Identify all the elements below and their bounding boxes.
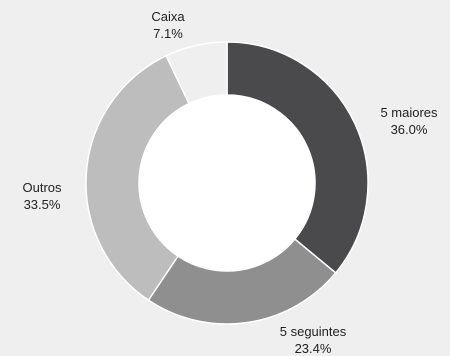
donut-slices xyxy=(85,41,369,325)
value-caixa: 7.1% xyxy=(153,26,183,41)
value-5-seguintes: 23.4% xyxy=(295,341,332,356)
donut-hole xyxy=(139,95,315,271)
label-outros: Outros xyxy=(22,180,62,195)
value-outros: 33.5% xyxy=(24,197,61,212)
label-5-seguintes: 5 seguintes xyxy=(280,324,347,339)
value-5-maiores: 36.0% xyxy=(391,122,428,137)
label-caixa: Caixa xyxy=(151,9,185,24)
label-5-maiores: 5 maiores xyxy=(380,105,438,120)
